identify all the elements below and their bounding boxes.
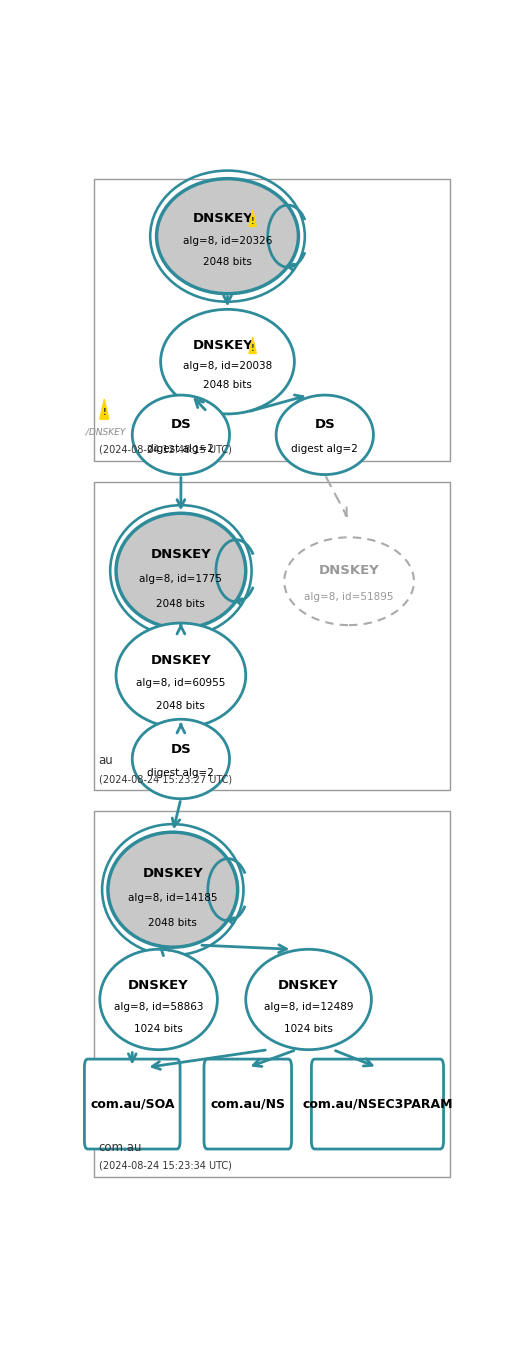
Text: ./DNSKEY: ./DNSKEY — [83, 428, 126, 436]
Text: 2048 bits: 2048 bits — [156, 599, 206, 610]
Text: 1024 bits: 1024 bits — [134, 1024, 183, 1033]
Text: !: ! — [251, 217, 255, 225]
FancyBboxPatch shape — [204, 1059, 291, 1149]
Text: DNSKEY: DNSKEY — [319, 564, 380, 577]
Polygon shape — [249, 210, 256, 227]
Text: 2048 bits: 2048 bits — [149, 918, 197, 928]
Text: com.au/NS: com.au/NS — [210, 1097, 285, 1111]
Ellipse shape — [132, 720, 230, 799]
Text: 2048 bits: 2048 bits — [203, 257, 252, 268]
Text: DNSKEY: DNSKEY — [192, 212, 253, 225]
Text: DNSKEY: DNSKEY — [278, 979, 339, 991]
Text: DNSKEY: DNSKEY — [151, 549, 211, 561]
Text: alg=8, id=14185: alg=8, id=14185 — [128, 894, 218, 903]
Text: digest alg=2: digest alg=2 — [147, 767, 214, 778]
Bar — [94, 811, 450, 1177]
Text: DNSKEY: DNSKEY — [192, 340, 253, 353]
Ellipse shape — [132, 395, 230, 474]
Text: com.au/NSEC3PARAM: com.au/NSEC3PARAM — [302, 1097, 453, 1111]
Text: com.au: com.au — [99, 1141, 142, 1154]
Text: DS: DS — [170, 418, 191, 432]
Text: digest alg=2: digest alg=2 — [291, 444, 358, 454]
Text: (2024-08-24 12:48:15 UTC): (2024-08-24 12:48:15 UTC) — [99, 444, 232, 455]
Text: alg=8, id=20038: alg=8, id=20038 — [183, 361, 272, 371]
Text: DS: DS — [314, 418, 335, 432]
Text: 2048 bits: 2048 bits — [156, 701, 206, 710]
FancyBboxPatch shape — [84, 1059, 180, 1149]
Text: 1024 bits: 1024 bits — [284, 1024, 333, 1033]
Ellipse shape — [246, 949, 371, 1050]
Text: alg=8, id=20326: alg=8, id=20326 — [183, 236, 272, 246]
Text: (2024-08-24 15:23:27 UTC): (2024-08-24 15:23:27 UTC) — [99, 774, 232, 784]
Ellipse shape — [108, 832, 237, 948]
Ellipse shape — [116, 513, 246, 629]
Text: .: . — [99, 425, 103, 439]
Ellipse shape — [161, 310, 294, 414]
Polygon shape — [249, 337, 256, 353]
Bar — [94, 179, 450, 460]
Text: alg=8, id=51895: alg=8, id=51895 — [304, 592, 394, 602]
Text: !: ! — [103, 409, 106, 417]
Text: com.au/SOA: com.au/SOA — [90, 1097, 175, 1111]
Ellipse shape — [156, 179, 299, 293]
Text: digest alg=2: digest alg=2 — [147, 444, 214, 454]
Polygon shape — [100, 399, 109, 420]
Text: alg=8, id=1775: alg=8, id=1775 — [140, 574, 222, 584]
Text: DNSKEY: DNSKEY — [128, 979, 189, 991]
Ellipse shape — [285, 538, 414, 625]
Ellipse shape — [276, 395, 373, 474]
Ellipse shape — [100, 949, 218, 1050]
Ellipse shape — [116, 623, 246, 728]
FancyBboxPatch shape — [311, 1059, 444, 1149]
Text: DS: DS — [170, 743, 191, 755]
Text: au: au — [99, 754, 113, 767]
Text: !: ! — [251, 344, 255, 353]
Text: alg=8, id=12489: alg=8, id=12489 — [264, 1002, 354, 1012]
Bar — [94, 482, 450, 790]
Text: (2024-08-24 15:23:34 UTC): (2024-08-24 15:23:34 UTC) — [99, 1161, 232, 1171]
Text: DNSKEY: DNSKEY — [151, 655, 211, 667]
Text: alg=8, id=58863: alg=8, id=58863 — [114, 1002, 203, 1012]
Text: 2048 bits: 2048 bits — [203, 380, 252, 390]
Text: DNSKEY: DNSKEY — [142, 868, 203, 880]
Text: alg=8, id=60955: alg=8, id=60955 — [136, 678, 225, 689]
